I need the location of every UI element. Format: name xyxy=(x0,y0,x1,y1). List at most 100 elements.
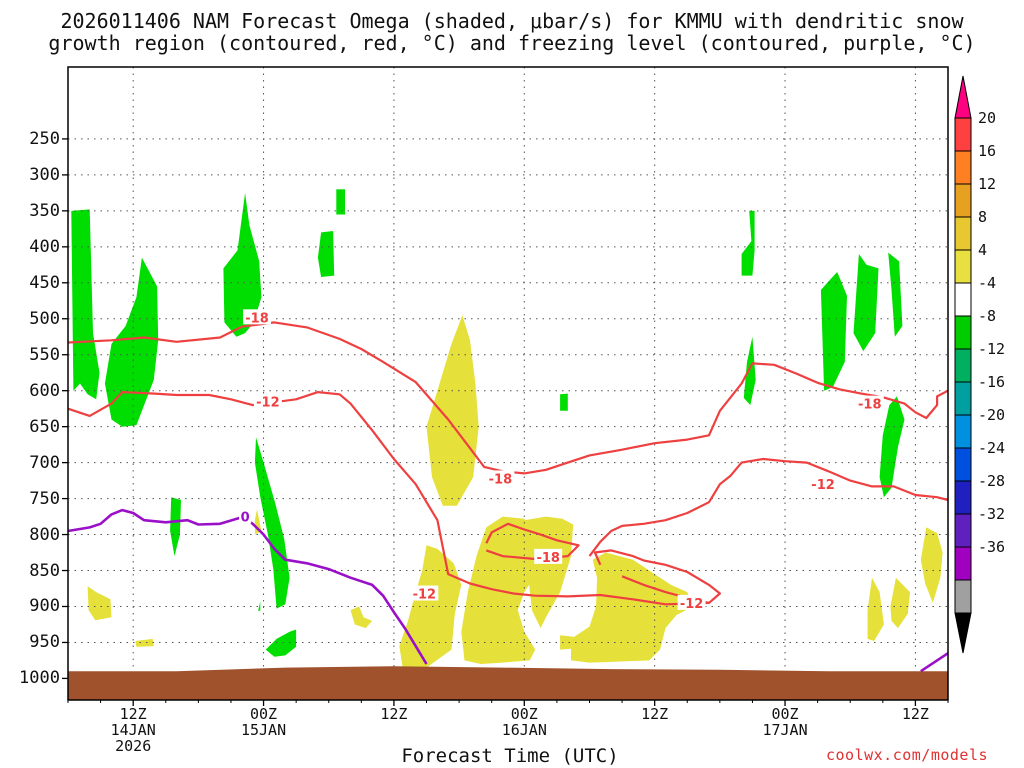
omega-downward-region-0 xyxy=(87,586,112,621)
y-tick-label-750: 750 xyxy=(29,488,60,509)
x-tick-label-30: 12Z xyxy=(349,706,439,754)
omega-upward-region-15 xyxy=(879,396,905,498)
dgz-contour-label-2: -18 xyxy=(536,551,560,566)
dgz-contour-label-5: -12 xyxy=(413,588,437,603)
chart-title-line-2: growth region (contoured, red, °C) and f… xyxy=(48,31,976,55)
omega-upward-region-0 xyxy=(71,209,100,400)
dgz-contour-label-2-bg xyxy=(534,548,563,564)
colorbar-label-9: -20 xyxy=(978,406,1006,424)
colorbar-label-8: -16 xyxy=(978,373,1006,391)
colorbar-segment-6 xyxy=(954,315,972,350)
dgz-contour-label-5-bg xyxy=(410,585,439,601)
colorbar-segment-14 xyxy=(954,579,972,614)
x-tick-label-42: 00Z 16JAN xyxy=(479,706,569,754)
x-tick-label-78: 12Z xyxy=(870,706,960,754)
colorbar-label-13: -36 xyxy=(978,538,1006,556)
colorbar-label-3: 8 xyxy=(978,208,988,226)
y-tick-label-550: 550 xyxy=(29,344,60,365)
x-tick-label-line-2 xyxy=(349,722,439,738)
colorbar-segment-0 xyxy=(954,117,972,152)
dgz-contour-label-6: -18 xyxy=(489,472,513,487)
omega-upward-region-10 xyxy=(741,210,755,276)
x-tick-label-line-1: 00Z xyxy=(771,705,799,723)
colorbar-segment-5 xyxy=(954,282,972,317)
y-tick-label-500: 500 xyxy=(29,308,60,329)
x-tick-label-line-2 xyxy=(870,722,960,738)
dgz-contour-label-3: -12 xyxy=(680,597,704,612)
x-tick-label-line-2: 16JAN xyxy=(501,721,547,739)
freezing-level-contour-1 xyxy=(920,652,949,673)
x-tick-label-18: 00Z 15JAN xyxy=(219,706,309,754)
y-tick-label-600: 600 xyxy=(29,380,60,401)
dgz-contour-label-7-bg xyxy=(855,395,884,411)
colorbar-label-0: 20 xyxy=(978,109,997,127)
omega-downward-region-7 xyxy=(524,516,574,629)
colorbar-segment-7 xyxy=(954,348,972,383)
omega-upward-region-3 xyxy=(254,437,290,609)
omega-downward-region-11 xyxy=(890,577,910,629)
plot-frame xyxy=(67,66,949,701)
omega-downward-region-10 xyxy=(867,577,884,641)
colorbar-label-11: -28 xyxy=(978,472,1006,490)
colorbar-label-4: 4 xyxy=(978,241,988,259)
colorbar-label-2: 12 xyxy=(978,175,997,193)
omega-downward-region-9 xyxy=(571,552,693,663)
x-tick-label-line-1: 12Z xyxy=(901,705,929,723)
x-tick-label-54: 12Z xyxy=(610,706,700,754)
x-tick-label-6: 12Z 14JAN 2026 xyxy=(88,706,178,754)
omega-upward-region-11 xyxy=(743,336,756,406)
y-tick-label-650: 650 xyxy=(29,416,60,437)
colorbar-label-1: 16 xyxy=(978,142,997,160)
colorbar-segment-10 xyxy=(954,447,972,482)
omega-downward-region-4 xyxy=(399,545,462,668)
site-credit[interactable]: coolwx.com/models xyxy=(826,746,989,764)
colorbar-label-12: -32 xyxy=(978,505,1006,523)
x-tick-label-line-2 xyxy=(610,722,700,738)
colorbar-segment-3 xyxy=(954,216,972,251)
y-tick-label-300: 300 xyxy=(29,164,60,185)
freezing-level-contour-0 xyxy=(67,508,428,665)
dgz-contour-label-4: -12 xyxy=(811,478,835,493)
colorbar-segment-12 xyxy=(954,513,972,548)
x-tick-label-line-1: 12Z xyxy=(119,705,147,723)
omega-upward-region-8 xyxy=(336,189,345,215)
omega-downward-region-3 xyxy=(350,606,373,629)
y-tick-label-850: 850 xyxy=(29,560,60,581)
colorbar-segment-9 xyxy=(954,414,972,449)
x-tick-label-line-3 xyxy=(740,738,830,754)
x-tick-label-line-3: 2026 xyxy=(115,737,152,755)
colorbar-segment-11 xyxy=(954,480,972,515)
dgz-contour-1 xyxy=(67,391,709,606)
y-tick-label-1000: 1000 xyxy=(19,668,60,689)
colorbar-label-5: -4 xyxy=(978,274,997,292)
dgz-contour-label-0: -18 xyxy=(245,311,269,326)
y-tick-label-800: 800 xyxy=(29,524,60,545)
omega-downward-region-12 xyxy=(920,527,943,603)
x-tick-label-line-2: 15JAN xyxy=(240,721,287,739)
x-tick-label-line-1: 12Z xyxy=(641,705,669,723)
dgz-contour-3 xyxy=(593,549,721,604)
x-axis-title: Forecast Time (UTC) xyxy=(401,745,619,767)
x-tick-label-line-2: 14JAN xyxy=(110,721,156,739)
omega-upward-region-7 xyxy=(317,231,335,277)
chart-title-line-1: 2026011406 NAM Forecast Omega (shaded, μ… xyxy=(60,9,964,33)
colorbar-segment-2 xyxy=(954,183,972,218)
dgz-contour-2 xyxy=(485,522,580,561)
y-tick-label-450: 450 xyxy=(29,272,60,293)
dgz-contour-label-1: -12 xyxy=(256,395,280,410)
colorbar-bottom-triangle xyxy=(954,612,972,654)
y-tick-label-700: 700 xyxy=(29,452,60,473)
y-tick-label-350: 350 xyxy=(29,200,60,221)
y-tick-label-900: 900 xyxy=(29,596,60,617)
freezing-level-label-0-bg xyxy=(239,508,252,524)
y-tick-label-950: 950 xyxy=(29,632,60,653)
y-tick-label-250: 250 xyxy=(29,128,60,149)
omega-upward-region-9 xyxy=(560,393,568,411)
dgz-contour-4 xyxy=(588,457,949,557)
colorbar-label-6: -8 xyxy=(978,307,997,325)
colorbar-top-triangle xyxy=(954,75,972,119)
colorbar-segment-8 xyxy=(954,381,972,416)
x-tick-label-line-3 xyxy=(219,738,309,754)
x-tick-label-line-2: 17JAN xyxy=(762,721,808,739)
omega-upward-region-14 xyxy=(888,252,903,337)
